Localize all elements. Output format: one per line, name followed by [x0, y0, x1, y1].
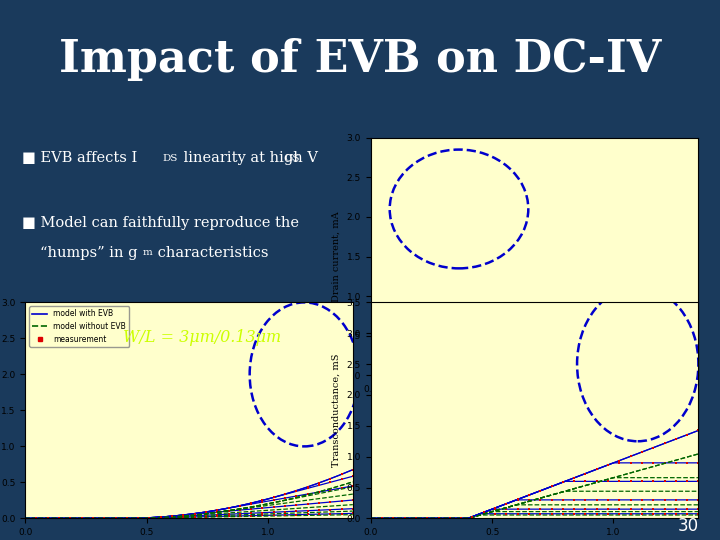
Y-axis label: Transconductance, mS: Transconductance, mS [332, 354, 341, 467]
Text: ■ Model can faithfully reproduce the: ■ Model can faithfully reproduce the [22, 216, 299, 230]
Legend: model with EVB, model without EVB, measurement: model with EVB, model without EVB, measu… [29, 306, 130, 347]
Text: characteristics: characteristics [153, 246, 269, 260]
X-axis label: Drain voltage, V: Drain voltage, V [495, 400, 575, 409]
Text: GS: GS [284, 154, 300, 163]
Text: linearity at high V: linearity at high V [179, 151, 318, 165]
Text: DS: DS [162, 154, 177, 163]
Text: ■ EVB affects I: ■ EVB affects I [22, 151, 137, 165]
Text: Impact of EVB on DC-IV: Impact of EVB on DC-IV [59, 38, 661, 81]
Text: m: m [143, 248, 153, 258]
Text: W/L = 3μm/0.13μm: W/L = 3μm/0.13μm [122, 329, 281, 346]
Text: 30: 30 [678, 517, 698, 535]
Y-axis label: Drain current, mA: Drain current, mA [332, 211, 341, 302]
Text: “humps” in g: “humps” in g [40, 246, 137, 260]
